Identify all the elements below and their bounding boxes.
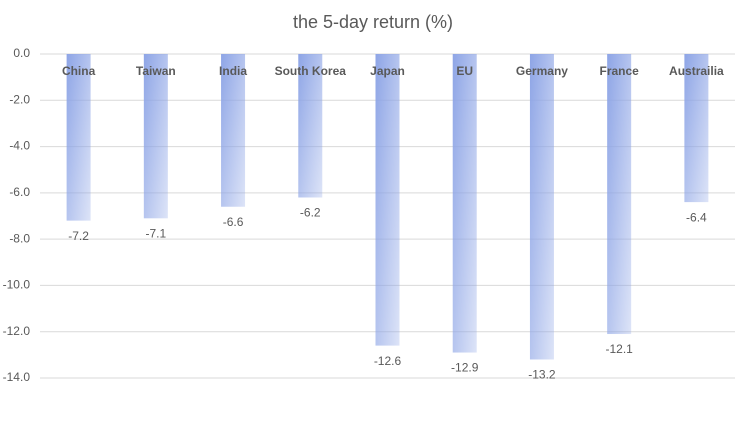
y-tick-label: -10.0 xyxy=(3,278,31,292)
bar xyxy=(298,54,323,198)
y-tick-label: -2.0 xyxy=(9,92,30,106)
category-label: Austrailia xyxy=(669,64,724,78)
bar xyxy=(143,54,168,219)
data-label: -6.2 xyxy=(300,206,321,220)
y-tick-label: -14.0 xyxy=(3,370,31,384)
category-label: Taiwan xyxy=(136,64,176,78)
data-label: -6.6 xyxy=(223,215,244,229)
bar xyxy=(607,54,632,335)
data-label: -12.6 xyxy=(374,354,402,368)
data-label: -6.4 xyxy=(686,210,707,224)
bar xyxy=(66,54,91,221)
data-label: -13.2 xyxy=(528,368,556,382)
bar xyxy=(375,54,400,346)
y-tick-label: -6.0 xyxy=(9,185,30,199)
data-label: -12.1 xyxy=(605,342,633,356)
y-tick-label: -8.0 xyxy=(9,231,30,245)
category-label: Japan xyxy=(370,64,405,78)
category-label: EU xyxy=(456,64,473,78)
category-label: China xyxy=(62,64,96,78)
bar xyxy=(684,54,709,203)
chart-title: the 5-day return (%) xyxy=(293,12,453,32)
bar xyxy=(529,54,554,360)
y-tick-label: 0.0 xyxy=(13,46,30,60)
category-label: South Korea xyxy=(275,64,347,78)
data-label: -7.1 xyxy=(145,226,166,240)
category-label: Germany xyxy=(516,64,568,78)
category-label: France xyxy=(599,64,639,78)
y-tick-label: -4.0 xyxy=(9,139,30,153)
category-label: India xyxy=(219,64,247,78)
data-label: -7.2 xyxy=(68,229,89,243)
bar xyxy=(221,54,246,207)
y-tick-label: -12.0 xyxy=(3,324,31,338)
data-label: -12.9 xyxy=(451,361,479,375)
bar xyxy=(452,54,477,353)
